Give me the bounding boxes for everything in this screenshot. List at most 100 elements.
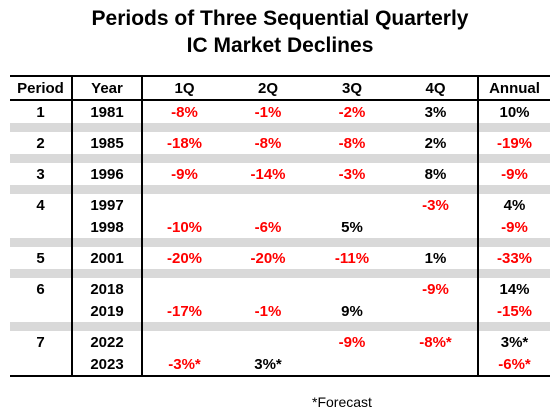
- separator-cell: [394, 269, 479, 278]
- header-row: Period Year 1Q 2Q 3Q 4Q Annual: [10, 75, 550, 101]
- cell-3q: [310, 278, 394, 300]
- cell-3q: [310, 353, 394, 377]
- separator-cell: [310, 185, 394, 194]
- column-header-4q: 4Q: [394, 75, 479, 101]
- cell-annual: -15%: [496, 302, 533, 320]
- separator-row: [10, 185, 550, 194]
- cell-2q: -8%: [254, 134, 282, 152]
- separator-cell: [478, 238, 550, 247]
- separator-cell: [142, 269, 226, 278]
- separator-cell: [478, 154, 550, 163]
- separator-cell: [394, 238, 479, 247]
- separator-cell: [10, 269, 73, 278]
- cell-year: 2023: [72, 353, 143, 377]
- cell-year: 1981: [72, 100, 143, 123]
- cell-2q: 3%*: [226, 353, 310, 377]
- cell-1q: -17%: [166, 302, 203, 320]
- cell-year: 2022: [72, 331, 143, 353]
- cell-year: 1996: [72, 163, 143, 185]
- separator-cell: [10, 123, 73, 132]
- separator-row: [10, 123, 550, 132]
- cell-year: 2018: [72, 278, 143, 300]
- separator-cell: [310, 269, 394, 278]
- cell-4q: [394, 353, 479, 377]
- declines-table: Period Year 1Q 2Q 3Q 4Q Annual 1 1981 -8% -…: [10, 75, 550, 377]
- separator-cell: [142, 123, 226, 132]
- separator-cell: [142, 185, 226, 194]
- table-row: 5 2001 -20% -20% -11% 1% -33%: [10, 247, 550, 269]
- cell-year: 2019: [72, 300, 143, 322]
- separator-cell: [226, 154, 310, 163]
- cell-4q: [394, 216, 479, 238]
- separator-cell: [478, 185, 550, 194]
- cell-period: [10, 300, 73, 322]
- footnote: *Forecast: [312, 394, 372, 410]
- cell-2q: -6%: [254, 218, 282, 236]
- separator-cell: [478, 123, 550, 132]
- separator-cell: [394, 185, 479, 194]
- separator-cell: [142, 238, 226, 247]
- cell-period: [10, 216, 73, 238]
- cell-4q: 1%: [394, 247, 479, 269]
- cell-period: [10, 353, 73, 377]
- separator-cell: [142, 154, 226, 163]
- separator-row: [10, 238, 550, 247]
- column-header-1q: 1Q: [142, 75, 226, 101]
- cell-1q: [142, 331, 226, 353]
- cell-1q: -3%*: [142, 353, 226, 377]
- cell-4q: -8%*: [394, 331, 479, 353]
- cell-3q: 5%: [341, 218, 363, 236]
- column-header-year: Year: [72, 75, 143, 101]
- cell-2q: [226, 331, 310, 353]
- table-row: 6 2018 -9% 14%: [10, 278, 550, 300]
- column-header-2q: 2Q: [226, 75, 310, 101]
- separator-cell: [72, 269, 143, 278]
- separator-cell: [226, 123, 310, 132]
- table-row: 1998 -10% -6% 5% -9%: [10, 216, 550, 238]
- cell-annual: -33%: [496, 249, 533, 267]
- cell-3q: -2%: [338, 103, 366, 121]
- separator-cell: [72, 185, 143, 194]
- table-row: 2023 -3%* 3%* -6%*: [10, 353, 550, 377]
- cell-2q: -20%: [250, 249, 286, 267]
- cell-4q: [394, 300, 479, 322]
- cell-annual: -9%: [501, 218, 528, 236]
- separator-cell: [394, 123, 479, 132]
- separator-cell: [226, 322, 310, 331]
- separator-cell: [10, 238, 73, 247]
- separator-cell: [142, 322, 226, 331]
- cell-2q: -1%: [254, 302, 282, 320]
- separator-cell: [310, 123, 394, 132]
- cell-3q: -11%: [334, 249, 370, 267]
- cell-period: 6: [10, 278, 73, 300]
- cell-period: 1: [10, 100, 73, 123]
- separator-cell: [226, 185, 310, 194]
- cell-year: 1997: [72, 194, 143, 216]
- cell-4q: -3%: [394, 194, 479, 216]
- cell-annual: 3%*: [500, 333, 529, 351]
- separator-cell: [226, 238, 310, 247]
- cell-4q: -9%: [394, 278, 479, 300]
- cell-annual: 4%: [503, 196, 526, 214]
- cell-2q: [226, 194, 310, 216]
- separator-cell: [10, 154, 73, 163]
- separator-cell: [72, 123, 143, 132]
- separator-cell: [10, 322, 73, 331]
- cell-period: 4: [10, 194, 73, 216]
- cell-1q: [142, 278, 226, 300]
- separator-cell: [10, 185, 73, 194]
- separator-cell: [478, 269, 550, 278]
- cell-2q: [226, 278, 310, 300]
- cell-3q: [310, 194, 394, 216]
- separator-cell: [72, 154, 143, 163]
- table-row: 3 1996 -9% -14% -3% 8% -9%: [10, 163, 550, 185]
- table-row: 4 1997 -3% 4%: [10, 194, 550, 216]
- cell-4q: 2%: [394, 132, 479, 154]
- separator-row: [10, 269, 550, 278]
- cell-annual: -6%*: [478, 353, 550, 377]
- column-header-period: Period: [10, 75, 73, 101]
- cell-period: 7: [10, 331, 73, 353]
- table-row: 2019 -17% -1% 9% -15%: [10, 300, 550, 322]
- cell-1q: [142, 194, 226, 216]
- cell-period: 5: [10, 247, 73, 269]
